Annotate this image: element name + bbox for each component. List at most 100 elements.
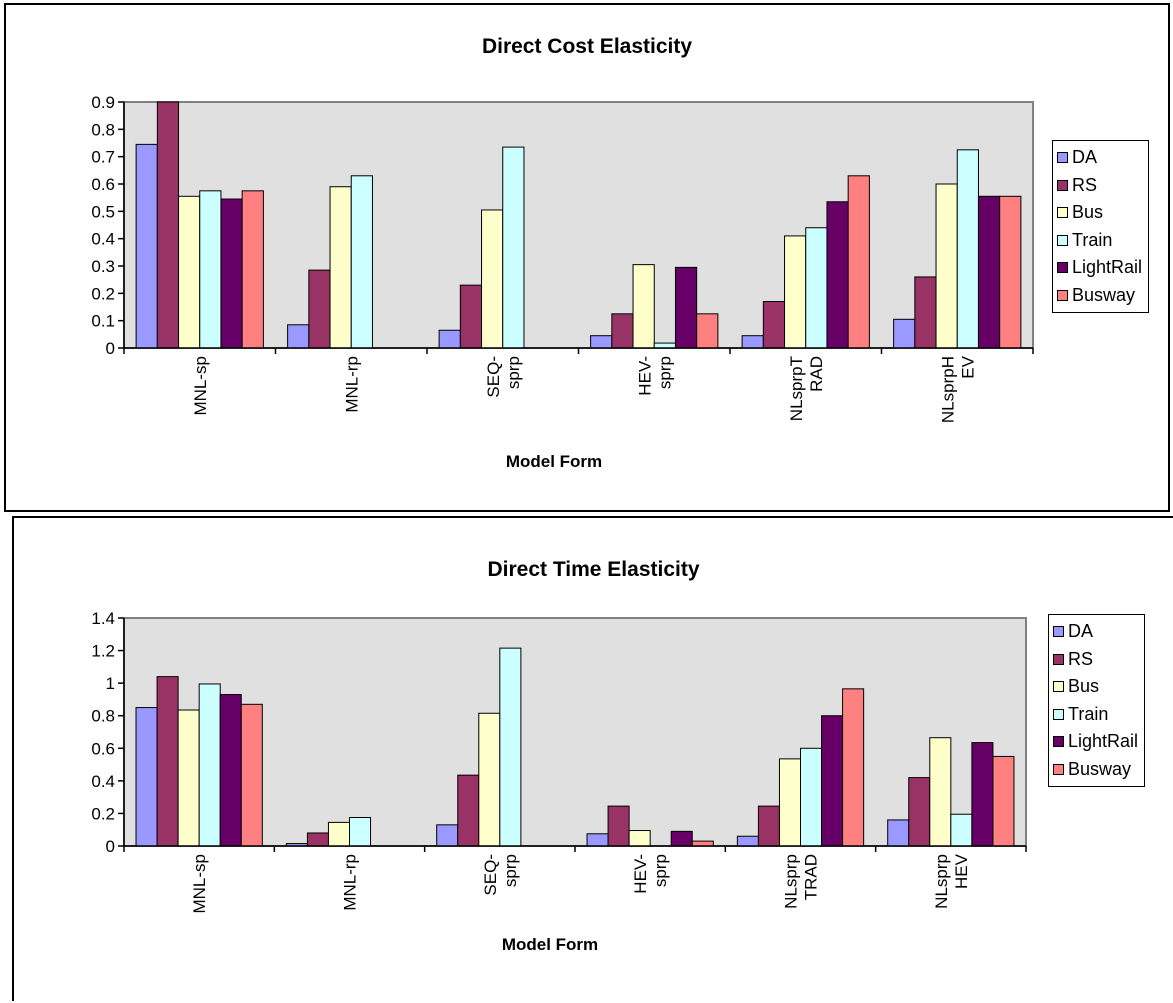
bar-lightrail — [826, 201, 849, 349]
bar-rs — [607, 805, 630, 847]
legend-item: RS — [1053, 646, 1138, 674]
legend-swatch — [1057, 262, 1068, 274]
bar-train — [199, 190, 222, 349]
bar-rs — [308, 269, 331, 349]
legend-item: Bus — [1053, 673, 1138, 701]
bar-da — [893, 318, 916, 349]
bar-lightrail — [219, 694, 242, 847]
time-elasticity-chart: Direct Time Elasticity 0 0.2 0.4 0.6 0.8 1 1.2… — [12, 516, 1173, 1001]
x-category-label-line: NLsprp — [782, 854, 801, 909]
legend-swatch — [1057, 207, 1068, 219]
x-category-label-line: sprp — [651, 854, 670, 887]
bar-rs — [908, 777, 931, 847]
x-category-label-line: NLsprpH — [938, 356, 957, 423]
x-category-label-line: sprp — [655, 356, 674, 389]
x-category-label: MNL-rp — [342, 356, 361, 413]
x-category-label-line: SEQ- — [481, 854, 500, 896]
bar-bus — [628, 830, 651, 847]
bar-train — [805, 227, 828, 349]
legend-label: LightRail — [1068, 731, 1139, 752]
bar-train — [502, 146, 525, 349]
legend-item: Busway — [1053, 756, 1138, 784]
legend: DA RS Bus Train LightRail Busway — [1048, 614, 1146, 787]
bar-rs — [306, 832, 329, 847]
bar-bus — [327, 821, 351, 847]
bar-bus — [329, 186, 352, 349]
legend-label: Busway — [1068, 758, 1132, 779]
legend-item: Train — [1057, 227, 1142, 255]
y-tick-label: 0.6 — [91, 175, 115, 194]
legend-label: RS — [1068, 648, 1094, 669]
bar-bus — [784, 235, 807, 349]
y-tick-label: 0.2 — [91, 804, 115, 823]
bar-bus — [478, 712, 501, 847]
x-category-label: HEV-sprp — [635, 356, 674, 396]
bar-lightrail — [821, 715, 844, 847]
legend-label: Bus — [1072, 202, 1104, 223]
legend-item: LightRail — [1053, 728, 1138, 756]
legend-item: LightRail — [1057, 254, 1142, 282]
bar-rs — [757, 805, 780, 847]
bar-bus — [935, 183, 958, 349]
bar-train — [950, 813, 973, 847]
bar-busway — [241, 190, 264, 349]
legend-swatch — [1053, 736, 1064, 748]
legend-swatch — [1053, 681, 1064, 693]
y-tick-label: 0.8 — [91, 707, 115, 726]
bar-rs — [156, 676, 179, 847]
legend-label: Train — [1068, 703, 1109, 724]
x-category-label-line: NLsprp — [932, 854, 951, 909]
y-tick-label: 0.5 — [91, 202, 115, 221]
legend-label: LightRail — [1072, 257, 1143, 278]
legend-label: DA — [1072, 147, 1098, 168]
bar-busway — [696, 313, 719, 349]
legend-item: Bus — [1057, 199, 1142, 227]
legend-swatch — [1057, 234, 1068, 246]
bar-da — [590, 335, 613, 349]
bar-bus — [632, 264, 655, 349]
bar-da — [586, 833, 609, 847]
y-tick-label: 0 — [106, 837, 115, 856]
legend-item: DA — [1057, 144, 1142, 172]
y-tick-label: 0 — [106, 339, 115, 358]
bar-train — [350, 175, 373, 349]
bar-busway — [992, 755, 1015, 847]
legend-label: Train — [1072, 229, 1113, 250]
cost-elasticity-plot: 0 0.1 0.2 0.3 0.4 0.5 0.6 0.7 0.8 0.9 MNL-sp MNL-rp… — [91, 93, 1034, 423]
bar-lightrail — [670, 830, 693, 847]
bar-lightrail — [977, 195, 1001, 349]
x-category-label-line: HEV- — [631, 854, 650, 894]
x-category-label-line: HEV- — [635, 356, 654, 396]
bar-train — [800, 747, 823, 847]
chart-title: Direct Cost Elasticity — [481, 35, 693, 58]
bar-train — [198, 683, 221, 847]
bar-da — [287, 324, 310, 349]
legend-label: Bus — [1068, 676, 1100, 697]
x-axis-label: Model Form — [501, 935, 599, 954]
x-category-label-line: RAD — [807, 356, 826, 392]
x-category-label-line: EV — [958, 355, 977, 378]
legend-label: DA — [1068, 621, 1094, 642]
bar-rs — [457, 774, 480, 847]
legend-swatch — [1053, 763, 1064, 775]
legend-item: Train — [1053, 701, 1138, 729]
bar-bus — [778, 758, 801, 847]
legend-swatch — [1053, 708, 1064, 720]
bar-bus — [929, 737, 952, 847]
x-category-label-line: HEV — [952, 853, 971, 889]
bar-da — [135, 143, 158, 349]
bar-rs — [762, 301, 786, 349]
bar-lightrail — [674, 266, 698, 349]
y-tick-label: 0.3 — [91, 257, 115, 276]
legend-swatch — [1057, 179, 1068, 191]
x-category-label-line: MNL-rp — [342, 356, 361, 413]
legend-label: RS — [1072, 174, 1098, 195]
bar-da — [135, 707, 158, 847]
bar-lightrail — [971, 742, 994, 847]
plot-area — [123, 101, 1034, 349]
bar-busway — [999, 195, 1022, 349]
